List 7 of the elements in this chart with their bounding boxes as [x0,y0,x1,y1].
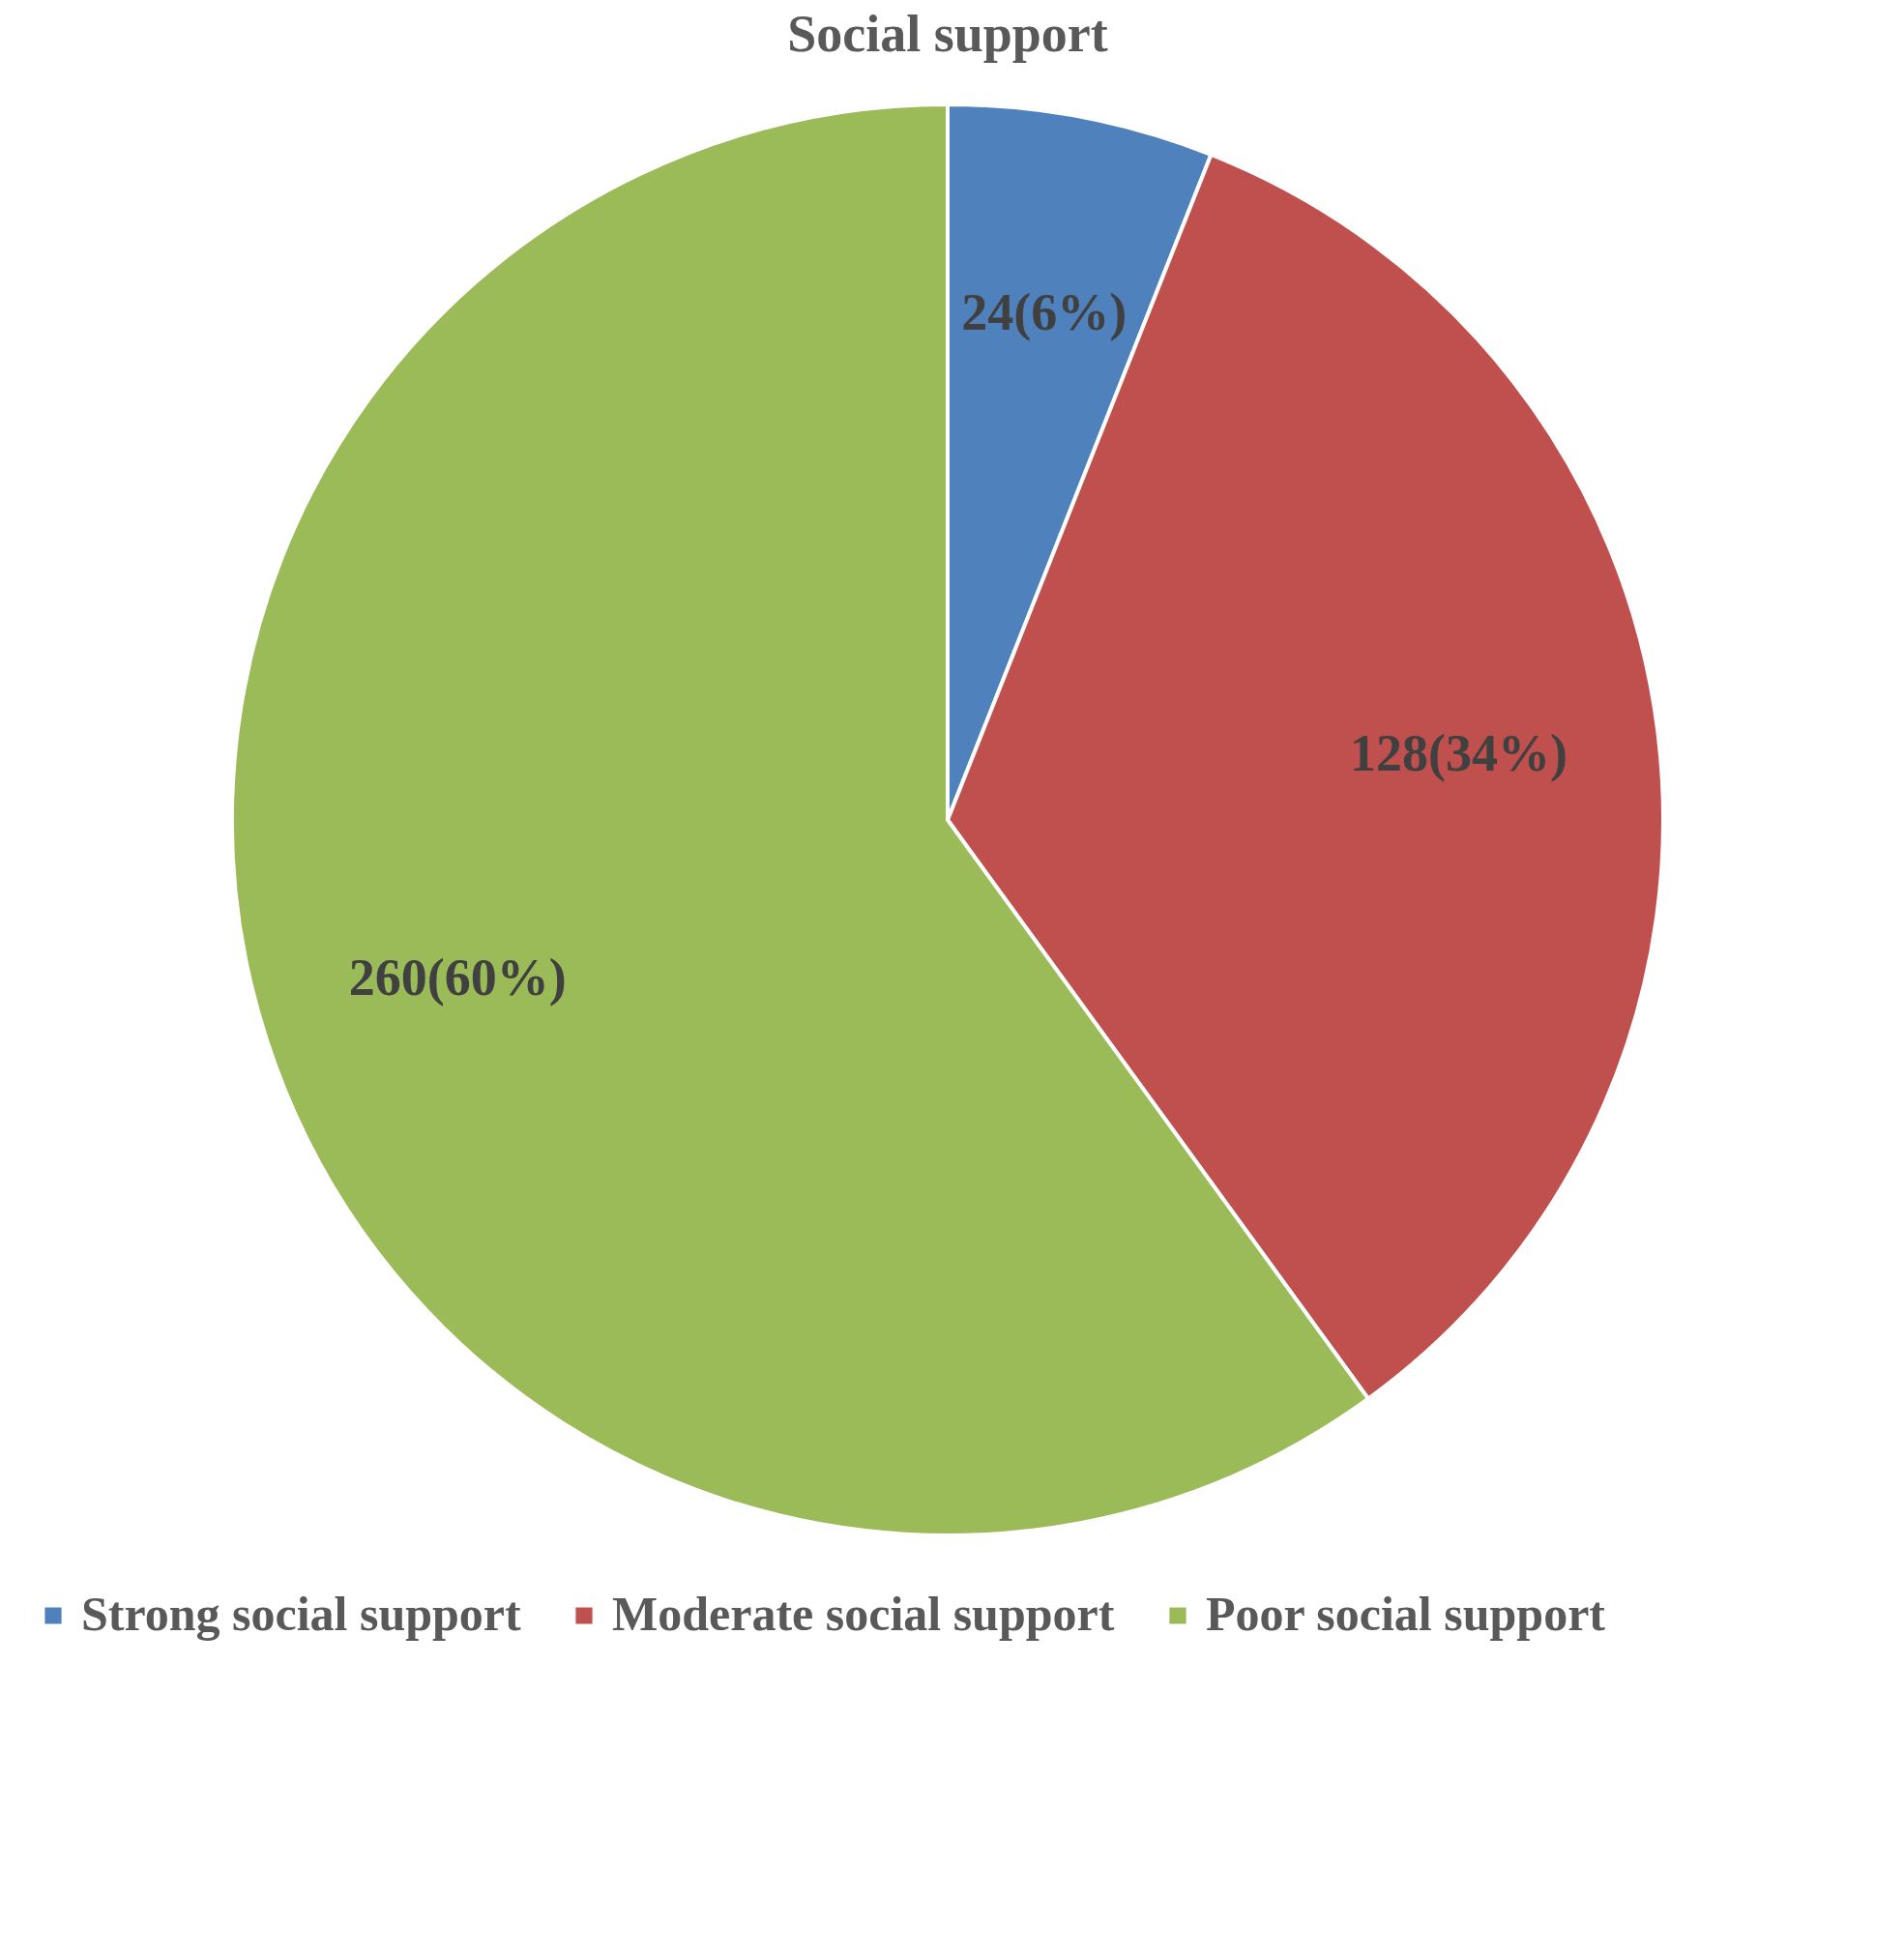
chart-title: Social support [787,5,1108,63]
data-label: 260(60%) [348,948,567,1007]
legend-label: Strong social support [81,1587,522,1641]
data-label: 24(6%) [961,282,1128,341]
legend-label: Moderate social support [612,1587,1115,1641]
legend-label: Poor social support [1206,1587,1606,1641]
data-label: 128(34%) [1350,724,1568,783]
